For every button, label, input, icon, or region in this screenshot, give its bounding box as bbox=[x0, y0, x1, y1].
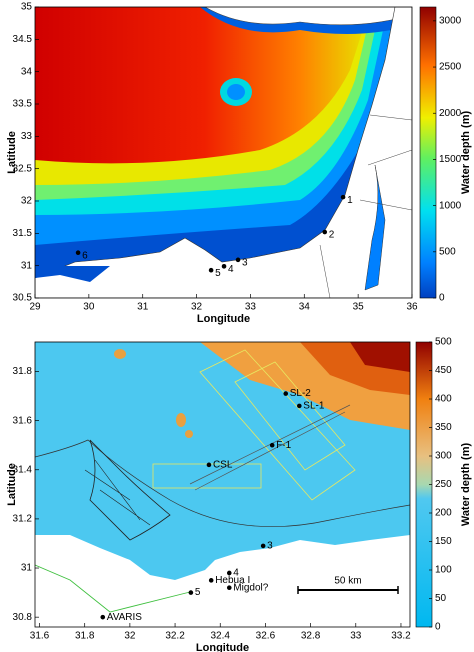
site-label: 3 bbox=[242, 257, 248, 268]
x-tick-label: 35 bbox=[353, 302, 365, 313]
map-top bbox=[35, 7, 412, 298]
y-tick-label: 33.5 bbox=[13, 99, 33, 110]
y-tick-label: 30.5 bbox=[13, 293, 33, 304]
site-marker bbox=[221, 264, 227, 269]
colorbar-title: Water depth (m) bbox=[460, 111, 472, 195]
site-label: 5 bbox=[195, 587, 201, 598]
y-axis-title: Latitude bbox=[6, 463, 18, 506]
site-marker bbox=[340, 194, 346, 200]
site-label: 5 bbox=[215, 268, 221, 279]
site-marker bbox=[297, 403, 302, 409]
x-tick-label: 29 bbox=[29, 302, 41, 313]
y-tick-label: 31.4 bbox=[13, 464, 33, 475]
colorbar-title: Water depth (m) bbox=[460, 443, 472, 527]
y-tick-label: 31.5 bbox=[13, 228, 33, 239]
x-tick-label: 36 bbox=[406, 302, 418, 313]
y-tick-label: 34 bbox=[21, 66, 33, 77]
y-tick-label: 31.8 bbox=[13, 366, 33, 377]
x-tick-label: 32.6 bbox=[256, 631, 276, 642]
scale-label: 50 km bbox=[334, 576, 361, 587]
y-tick-label: 31.2 bbox=[13, 514, 33, 525]
site-marker bbox=[100, 614, 106, 620]
colorbar-tick-label: 450 bbox=[435, 365, 452, 376]
site-marker bbox=[226, 570, 232, 576]
colorbar-tick-label: 500 bbox=[439, 246, 456, 257]
site-label: Hebua I bbox=[215, 575, 250, 586]
y-tick-label: 33 bbox=[21, 131, 33, 142]
site-label: CSL bbox=[213, 459, 233, 470]
x-axis-title: Longitude bbox=[196, 642, 249, 652]
colorbar-tick-label: 1500 bbox=[439, 154, 462, 165]
x-tick-label: 31 bbox=[137, 302, 149, 313]
colorbar-tick-label: 250 bbox=[435, 479, 452, 490]
x-tick-label: 33 bbox=[350, 631, 362, 642]
colorbar-tick-label: 500 bbox=[435, 337, 452, 348]
x-tick-label: 32 bbox=[191, 302, 203, 313]
colorbar-tick-label: 0 bbox=[435, 622, 441, 633]
site-label: 2 bbox=[329, 230, 335, 241]
site-marker bbox=[235, 257, 241, 263]
colorbar-tick-label: 2500 bbox=[439, 62, 462, 73]
site-marker bbox=[260, 543, 266, 549]
site-label: AVARIS bbox=[107, 612, 143, 623]
site-label: 3 bbox=[267, 541, 273, 552]
site-label: 6 bbox=[82, 250, 88, 261]
x-tick-label: 30 bbox=[83, 302, 95, 313]
site-marker bbox=[283, 391, 289, 396]
colorbar-tick-label: 50 bbox=[435, 593, 447, 604]
x-tick-label: 32.8 bbox=[301, 631, 321, 642]
x-tick-label: 32 bbox=[124, 631, 136, 642]
site-label: SL-2 bbox=[290, 388, 312, 399]
x-tick-label: 31.6 bbox=[30, 631, 50, 642]
colorbar-tick-label: 1000 bbox=[439, 200, 462, 211]
y-tick-label: 34.5 bbox=[13, 34, 33, 45]
colorbar-tick-label: 400 bbox=[435, 394, 452, 405]
site-marker bbox=[188, 590, 194, 595]
x-axis-title: Longitude bbox=[197, 313, 250, 325]
y-tick-label: 32.5 bbox=[13, 163, 33, 174]
map-bottom bbox=[35, 342, 410, 627]
site-label: F-1 bbox=[276, 440, 291, 451]
y-tick-label: 31 bbox=[21, 260, 33, 271]
site-marker bbox=[206, 462, 212, 468]
colorbar-tick-label: 3000 bbox=[439, 15, 462, 26]
y-tick-label: 32 bbox=[21, 196, 33, 207]
site-label: SL-1 bbox=[303, 401, 325, 412]
x-tick-label: 31.8 bbox=[75, 631, 95, 642]
site-marker bbox=[75, 250, 81, 256]
y-tick-label: 35 bbox=[21, 2, 33, 13]
colorbar-tick-label: 100 bbox=[435, 565, 452, 576]
site-marker bbox=[322, 229, 328, 235]
x-tick-label: 33.2 bbox=[391, 631, 411, 642]
y-tick-label: 31.6 bbox=[13, 415, 33, 426]
x-tick-label: 32.4 bbox=[211, 631, 231, 642]
colorbar-tick-label: 2000 bbox=[439, 108, 462, 119]
colorbar-tick-label: 300 bbox=[435, 451, 452, 462]
site-label: 1 bbox=[347, 195, 353, 206]
y-tick-label: 30.8 bbox=[13, 612, 33, 623]
site-label: 4 bbox=[228, 264, 234, 275]
colorbar-tick-label: 200 bbox=[435, 508, 452, 519]
site-marker bbox=[208, 578, 214, 583]
colorbar-tick-label: 150 bbox=[435, 536, 452, 547]
x-tick-label: 32.2 bbox=[165, 631, 185, 642]
site-marker bbox=[269, 442, 275, 448]
x-tick-label: 33 bbox=[245, 302, 257, 313]
site-marker bbox=[208, 267, 214, 273]
site-marker bbox=[226, 585, 232, 590]
site-label: 4 bbox=[233, 568, 239, 579]
colorbar-tick-label: 350 bbox=[435, 422, 452, 433]
y-tick-label: 31 bbox=[21, 563, 33, 574]
site-label: Migdol? bbox=[233, 582, 268, 593]
x-tick-label: 34 bbox=[299, 302, 311, 313]
colorbar-tick-label: 0 bbox=[439, 293, 445, 304]
y-axis-title: Latitude bbox=[6, 131, 18, 174]
